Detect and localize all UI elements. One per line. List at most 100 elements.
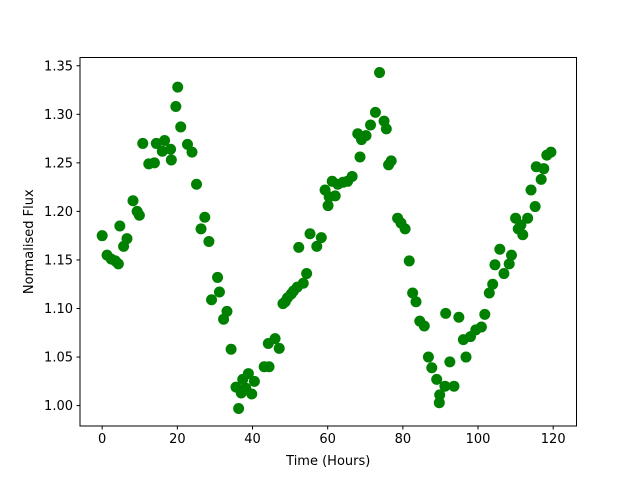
data-point: [246, 388, 258, 400]
data-point: [522, 212, 534, 224]
data-point: [175, 121, 187, 133]
data-point: [365, 119, 377, 131]
data-point: [487, 278, 499, 290]
data-point: [242, 368, 254, 380]
data-point: [515, 219, 527, 231]
data-point: [545, 146, 557, 158]
data-point: [525, 184, 537, 196]
data-point: [121, 233, 133, 245]
data-point: [112, 258, 124, 270]
x-tick-label: 0: [98, 432, 106, 447]
data-point: [503, 258, 515, 270]
data-point: [127, 195, 139, 207]
data-point: [170, 101, 182, 113]
data-point: [293, 241, 305, 253]
data-point: [479, 308, 491, 320]
data-point: [369, 106, 381, 118]
data-point: [440, 307, 452, 319]
data-point: [460, 351, 472, 363]
data-point: [311, 240, 323, 252]
data-point: [213, 286, 225, 298]
data-point: [329, 190, 341, 202]
data-point: [114, 220, 126, 232]
data-point: [191, 178, 203, 190]
y-tick-label: 1.25: [44, 156, 73, 171]
data-point: [407, 287, 419, 299]
x-tick-label: 20: [169, 432, 186, 447]
data-point: [517, 229, 529, 241]
data-point: [137, 137, 149, 149]
data-point: [159, 135, 171, 147]
data-point: [535, 173, 547, 185]
data-point: [360, 130, 372, 142]
data-point: [301, 268, 313, 280]
data-point: [133, 209, 145, 221]
axes-spines: [79, 57, 577, 427]
x-tick-label: 60: [319, 432, 336, 447]
data-point: [483, 287, 495, 299]
data-point: [453, 311, 465, 323]
data-point: [346, 170, 358, 182]
data-point: [225, 343, 237, 355]
data-points: [96, 67, 557, 415]
data-point: [538, 163, 550, 175]
data-point: [186, 146, 198, 158]
data-point: [431, 373, 443, 385]
data-point: [385, 155, 397, 167]
data-point: [165, 143, 177, 155]
data-point: [150, 137, 162, 149]
data-point: [199, 211, 211, 223]
data-point: [489, 259, 501, 271]
data-point: [322, 200, 334, 212]
axes-tick-labels: 0 20 40 60 80 100 120 1.00 1.05 1.10 1.15 1.20 1.25 1…: [44, 59, 566, 447]
data-point: [248, 375, 260, 387]
y-tick-label: 1.35: [44, 59, 73, 74]
x-tick-label: 40: [244, 432, 261, 447]
data-point: [403, 255, 415, 267]
data-point: [233, 403, 245, 415]
y-tick-label: 1.15: [44, 253, 73, 268]
data-point: [297, 277, 309, 289]
data-point: [212, 271, 224, 283]
data-point: [269, 333, 281, 345]
data-point: [426, 362, 438, 374]
y-tick-label: 1.05: [44, 351, 73, 366]
plot-border: [79, 57, 577, 427]
data-point: [273, 342, 285, 354]
x-tick-label: 100: [466, 432, 491, 447]
data-point: [380, 123, 392, 135]
data-point: [96, 230, 108, 242]
y-axis-label: Normalised Flux: [22, 189, 37, 294]
data-point: [434, 389, 446, 401]
data-point: [399, 223, 411, 235]
data-point: [304, 228, 316, 240]
data-point: [148, 157, 160, 169]
data-point: [374, 67, 386, 79]
data-point: [418, 320, 430, 332]
data-point: [165, 154, 177, 166]
data-point: [195, 223, 207, 235]
data-point: [206, 294, 218, 306]
data-point: [203, 236, 215, 248]
data-point: [439, 380, 451, 392]
axes-ticks: [76, 65, 554, 430]
x-tick-label: 80: [395, 432, 412, 447]
data-point: [315, 232, 327, 244]
data-point: [529, 201, 541, 213]
data-point: [494, 243, 506, 255]
data-point: [448, 380, 460, 392]
data-point: [505, 249, 517, 261]
data-point: [422, 351, 434, 363]
x-tick-label: 120: [541, 432, 566, 447]
data-point: [156, 145, 168, 157]
y-tick-label: 1.20: [44, 205, 73, 220]
data-point: [498, 268, 510, 280]
y-tick-label: 1.00: [44, 399, 73, 414]
y-tick-label: 1.30: [44, 108, 73, 123]
data-point: [475, 321, 487, 333]
y-tick-label: 1.10: [44, 302, 73, 317]
data-point: [433, 397, 445, 409]
data-point: [444, 356, 456, 368]
